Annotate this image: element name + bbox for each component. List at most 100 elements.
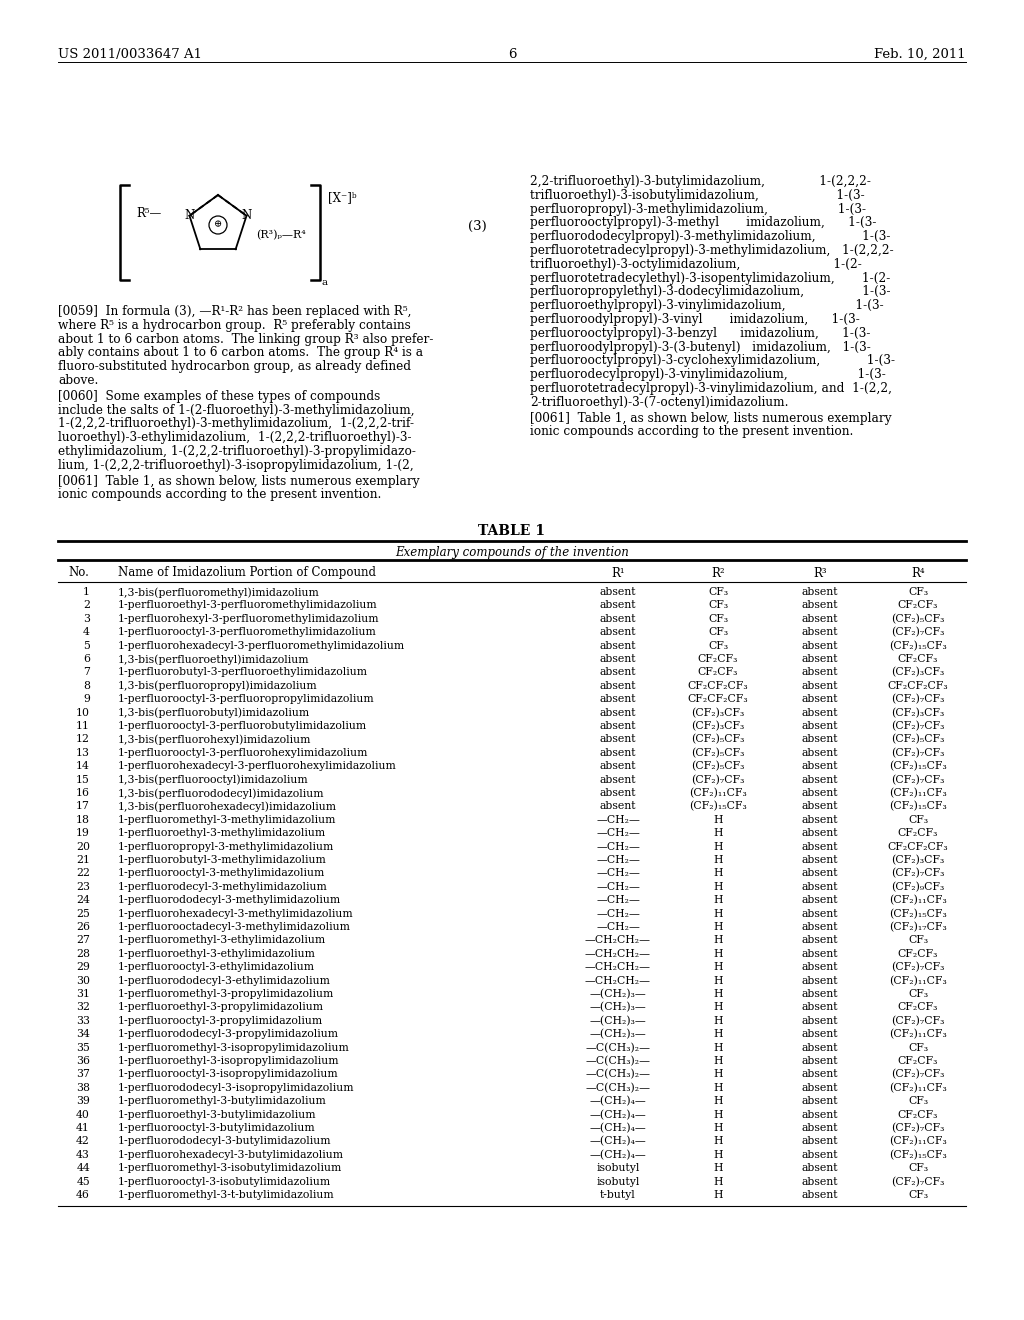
Text: (CF₂)₅CF₃: (CF₂)₅CF₃: [691, 762, 744, 771]
Text: 6: 6: [83, 653, 90, 664]
Text: —CH₂—: —CH₂—: [596, 908, 640, 919]
Text: 1-perfluoroethyl-3-perfluoromethylimidazolium: 1-perfluoroethyl-3-perfluoromethylimidaz…: [118, 601, 378, 610]
Text: (CF₂)₁₅CF₃: (CF₂)₁₅CF₃: [889, 801, 947, 812]
Text: ionic compounds according to the present invention.: ionic compounds according to the present…: [58, 488, 381, 502]
Text: [0061]  Table 1, as shown below, lists numerous exemplary: [0061] Table 1, as shown below, lists nu…: [58, 475, 420, 487]
Text: absent: absent: [802, 1043, 839, 1052]
Text: 26: 26: [76, 921, 90, 932]
Text: (CF₂)₅CF₃: (CF₂)₅CF₃: [891, 614, 945, 624]
Text: 42: 42: [76, 1137, 90, 1146]
Text: Exemplary compounds of the invention: Exemplary compounds of the invention: [395, 546, 629, 558]
Text: 1-perfluorooctyl-3-perfluorobutylimidazolium: 1-perfluorooctyl-3-perfluorobutylimidazo…: [118, 721, 368, 731]
Text: CF₃: CF₃: [708, 614, 728, 624]
Text: absent: absent: [600, 601, 636, 610]
Text: CF₂CF₂CF₃: CF₂CF₂CF₃: [888, 842, 948, 851]
Text: a: a: [322, 279, 328, 286]
Text: [0060]  Some examples of these types of compounds: [0060] Some examples of these types of c…: [58, 389, 380, 403]
Text: CF₂CF₃: CF₂CF₃: [898, 828, 938, 838]
Text: perfluorotetradecylpropyl)-3-methylimidazolium,   1-(2,2,2-: perfluorotetradecylpropyl)-3-methylimida…: [530, 244, 894, 257]
Text: —CH₂CH₂—: —CH₂CH₂—: [585, 949, 651, 958]
Text: H: H: [714, 895, 723, 906]
Text: absent: absent: [802, 1176, 839, 1187]
Text: (CF₂)₇CF₃: (CF₂)₇CF₃: [891, 627, 945, 638]
Text: (CF₂)₉CF₃: (CF₂)₉CF₃: [891, 882, 944, 892]
Text: 30: 30: [76, 975, 90, 986]
Text: trifluoroethyl)-3-isobutylimidazolium,                    1-(3-: trifluoroethyl)-3-isobutylimidazolium, 1…: [530, 189, 864, 202]
Text: 1-perfluorohexadecyl-3-butylimidazolium: 1-perfluorohexadecyl-3-butylimidazolium: [118, 1150, 344, 1160]
Text: CF₂CF₃: CF₂CF₃: [898, 653, 938, 664]
Text: 12: 12: [76, 734, 90, 744]
Text: [0059]  In formula (3), —R¹-R² has been replaced with R⁵,: [0059] In formula (3), —R¹-R² has been r…: [58, 305, 412, 318]
Text: H: H: [714, 1110, 723, 1119]
Text: absent: absent: [802, 775, 839, 784]
Text: (CF₂)₇CF₃: (CF₂)₇CF₃: [891, 748, 945, 758]
Text: US 2011/0033647 A1: US 2011/0033647 A1: [58, 48, 202, 61]
Text: 4: 4: [83, 627, 90, 638]
Text: perfluorooctylpropyl)-3-benzyl      imidazolium,      1-(3-: perfluorooctylpropyl)-3-benzyl imidazoli…: [530, 327, 870, 339]
Text: 10: 10: [76, 708, 90, 718]
Text: H: H: [714, 949, 723, 958]
Text: 1-perfluorododecyl-3-butylimidazolium: 1-perfluorododecyl-3-butylimidazolium: [118, 1137, 332, 1146]
Text: 1-perfluorooctyl-3-propylimidazolium: 1-perfluorooctyl-3-propylimidazolium: [118, 1016, 324, 1026]
Text: 1,3-bis(perfluorobutyl)imidazolium: 1,3-bis(perfluorobutyl)imidazolium: [118, 708, 310, 718]
Text: absent: absent: [600, 694, 636, 704]
Text: 1,3-bis(perfluorohexyl)imidazolium: 1,3-bis(perfluorohexyl)imidazolium: [118, 734, 311, 744]
Text: (CF₂)₁₁CF₃: (CF₂)₁₁CF₃: [889, 788, 947, 799]
Text: 31: 31: [76, 989, 90, 999]
Text: H: H: [714, 1096, 723, 1106]
Text: absent: absent: [600, 775, 636, 784]
Text: 1-perfluorooctadecyl-3-methylimidazolium: 1-perfluorooctadecyl-3-methylimidazolium: [118, 921, 351, 932]
Text: fluoro-substituted hydrocarbon group, as already defined: fluoro-substituted hydrocarbon group, as…: [58, 360, 411, 374]
Text: 2: 2: [83, 601, 90, 610]
Text: absent: absent: [802, 828, 839, 838]
Text: 36: 36: [76, 1056, 90, 1067]
Text: absent: absent: [802, 921, 839, 932]
Text: R⁴: R⁴: [911, 568, 925, 579]
Text: CF₃: CF₃: [908, 1096, 928, 1106]
Text: absent: absent: [802, 601, 839, 610]
Text: (CF₂)₁₁CF₃: (CF₂)₁₁CF₃: [889, 1030, 947, 1040]
Text: H: H: [714, 1137, 723, 1146]
Text: absent: absent: [802, 1082, 839, 1093]
Text: absent: absent: [802, 734, 839, 744]
Text: absent: absent: [802, 614, 839, 624]
Text: CF₂CF₂CF₃: CF₂CF₂CF₃: [688, 694, 749, 704]
Text: include the salts of 1-(2-fluoroethyl)-3-methylimidazolium,: include the salts of 1-(2-fluoroethyl)-3…: [58, 404, 415, 417]
Text: —C(CH₃)₂—: —C(CH₃)₂—: [586, 1082, 650, 1093]
Text: —CH₂—: —CH₂—: [596, 828, 640, 838]
Text: 1-perfluorooctyl-3-ethylimidazolium: 1-perfluorooctyl-3-ethylimidazolium: [118, 962, 315, 973]
Text: 35: 35: [76, 1043, 90, 1052]
Text: (CF₂)₁₁CF₃: (CF₂)₁₁CF₃: [689, 788, 746, 799]
Text: H: H: [714, 1082, 723, 1093]
Text: 6: 6: [508, 48, 516, 61]
Text: 44: 44: [76, 1163, 90, 1173]
Text: CF₃: CF₃: [908, 936, 928, 945]
Text: —(CH₂)₃—: —(CH₂)₃—: [590, 989, 646, 999]
Text: absent: absent: [600, 762, 636, 771]
Text: —CH₂CH₂—: —CH₂CH₂—: [585, 975, 651, 986]
Text: (CF₂)₅CF₃: (CF₂)₅CF₃: [691, 748, 744, 758]
Text: (CF₂)₅CF₃: (CF₂)₅CF₃: [691, 734, 744, 744]
Text: absent: absent: [802, 1056, 839, 1067]
Text: 1,3-bis(perfluoropropyl)imidazolium: 1,3-bis(perfluoropropyl)imidazolium: [118, 681, 317, 692]
Text: 43: 43: [76, 1150, 90, 1160]
Text: absent: absent: [600, 653, 636, 664]
Text: (CF₂)₁₁CF₃: (CF₂)₁₁CF₃: [889, 1137, 947, 1147]
Text: H: H: [714, 962, 723, 973]
Text: perfluorodecylpropyl)-3-vinylimidazolium,                  1-(3-: perfluorodecylpropyl)-3-vinylimidazolium…: [530, 368, 886, 381]
Text: CF₃: CF₃: [708, 601, 728, 610]
Text: H: H: [714, 989, 723, 999]
Text: H: H: [714, 1069, 723, 1080]
Text: 13: 13: [76, 748, 90, 758]
Text: (CF₂)₇CF₃: (CF₂)₇CF₃: [891, 775, 945, 785]
Text: No.: No.: [68, 566, 89, 579]
Text: H: H: [714, 1030, 723, 1039]
Text: 1-perfluorobutyl-3-methylimidazolium: 1-perfluorobutyl-3-methylimidazolium: [118, 855, 327, 865]
Text: 1-perfluoropropyl-3-methylimidazolium: 1-perfluoropropyl-3-methylimidazolium: [118, 842, 334, 851]
Text: 1-perfluoromethyl-3-butylimidazolium: 1-perfluoromethyl-3-butylimidazolium: [118, 1096, 327, 1106]
Text: absent: absent: [600, 788, 636, 799]
Text: absent: absent: [802, 681, 839, 690]
Text: where R⁵ is a hydrocarbon group.  R⁵ preferably contains: where R⁵ is a hydrocarbon group. R⁵ pref…: [58, 319, 411, 331]
Text: absent: absent: [802, 587, 839, 597]
Text: isobutyl: isobutyl: [596, 1176, 640, 1187]
